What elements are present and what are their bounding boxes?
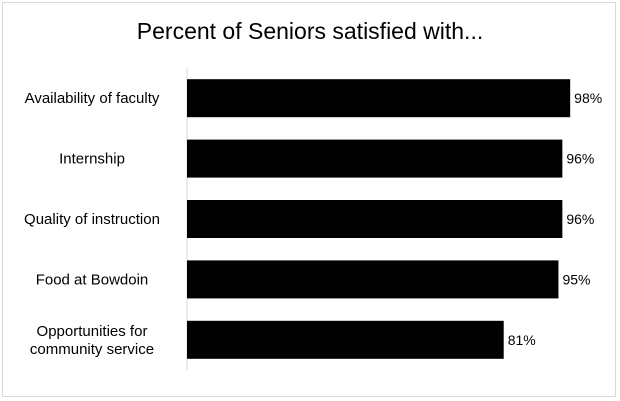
data-label: 96%: [566, 151, 594, 167]
bar: [187, 200, 563, 238]
chart-title: Percent of Seniors satisfied with...: [136, 18, 484, 44]
data-label: 96%: [566, 211, 594, 227]
data-label: 95%: [562, 271, 590, 287]
category-label: Availability of faculty: [25, 90, 160, 107]
bar: [187, 260, 559, 299]
category-label: Food at Bowdoin: [36, 271, 149, 288]
data-label: 81%: [508, 332, 536, 348]
bar: [187, 79, 571, 118]
bar: [187, 320, 504, 359]
bar: [187, 139, 563, 178]
category-label: Quality of instruction: [24, 211, 160, 228]
category-label: Opportunities for community service: [30, 323, 154, 358]
category-label: Internship: [59, 151, 125, 168]
data-label: 98%: [574, 90, 602, 106]
